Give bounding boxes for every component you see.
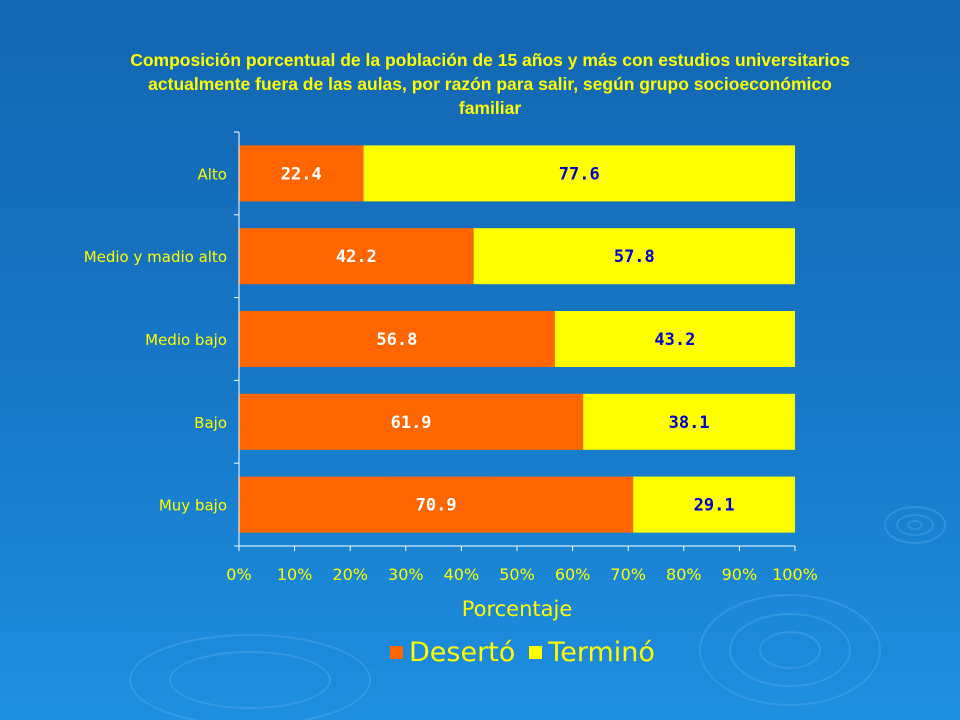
legend-label-deserto: Desertó — [409, 636, 516, 668]
legend-item-deserto: Desertó — [390, 637, 515, 668]
bar-deserto-0 — [239, 145, 364, 202]
data-label-termino-4: 29.1 — [694, 496, 735, 516]
bar-termino-3 — [583, 393, 795, 450]
legend-swatch-deserto — [390, 645, 403, 659]
category-label-4: Muy bajo — [159, 497, 227, 515]
data-label-termino-0: 77.6 — [559, 164, 600, 184]
x-tick-label-4: 40% — [444, 565, 480, 584]
x-tick-label-8: 80% — [666, 565, 702, 584]
x-tick-label-7: 70% — [610, 565, 646, 584]
category-label-3: Bajo — [194, 414, 227, 432]
bar-termino-4 — [633, 476, 795, 533]
data-label-deserto-0: 22.4 — [281, 164, 322, 184]
x-tick-label-5: 50% — [499, 565, 535, 584]
x-axis-title: Porcentaje — [462, 597, 573, 621]
category-label-1: Medio y madio alto — [84, 248, 227, 266]
bar-deserto-1 — [239, 228, 474, 285]
category-label-2: Medio bajo — [145, 331, 227, 349]
data-label-termino-2: 43.2 — [654, 330, 695, 350]
legend: Desertó Terminó — [390, 632, 655, 672]
legend-item-termino: Terminó — [529, 637, 655, 668]
bar-deserto-3 — [239, 393, 584, 450]
chart-title: Composición porcentual de la población d… — [130, 50, 850, 118]
x-tick-label-10: 100% — [772, 565, 818, 584]
x-tick-label-3: 30% — [388, 565, 424, 584]
bar-termino-1 — [473, 228, 795, 285]
x-tick-label-1: 10% — [277, 565, 313, 584]
category-label-0: Alto — [198, 165, 228, 183]
data-label-deserto-4: 70.9 — [416, 496, 457, 516]
legend-label-termino: Terminó — [548, 636, 655, 668]
x-tick-label-2: 20% — [332, 565, 368, 584]
bar-termino-0 — [363, 145, 795, 202]
bar-deserto-4 — [239, 476, 634, 533]
x-tick-label-9: 90% — [722, 565, 758, 584]
legend-swatch-termino — [529, 645, 543, 659]
x-tick-label-0: 0% — [226, 565, 251, 584]
bar-termino-2 — [554, 311, 795, 367]
data-label-deserto-3: 61.9 — [391, 413, 432, 433]
bar-deserto-2 — [239, 311, 555, 367]
data-label-deserto-2: 56.8 — [376, 330, 417, 350]
data-label-deserto-1: 42.2 — [336, 247, 377, 267]
x-tick-label-6: 60% — [555, 565, 591, 584]
data-label-termino-3: 38.1 — [669, 413, 710, 433]
data-label-termino-1: 57.8 — [614, 247, 655, 267]
